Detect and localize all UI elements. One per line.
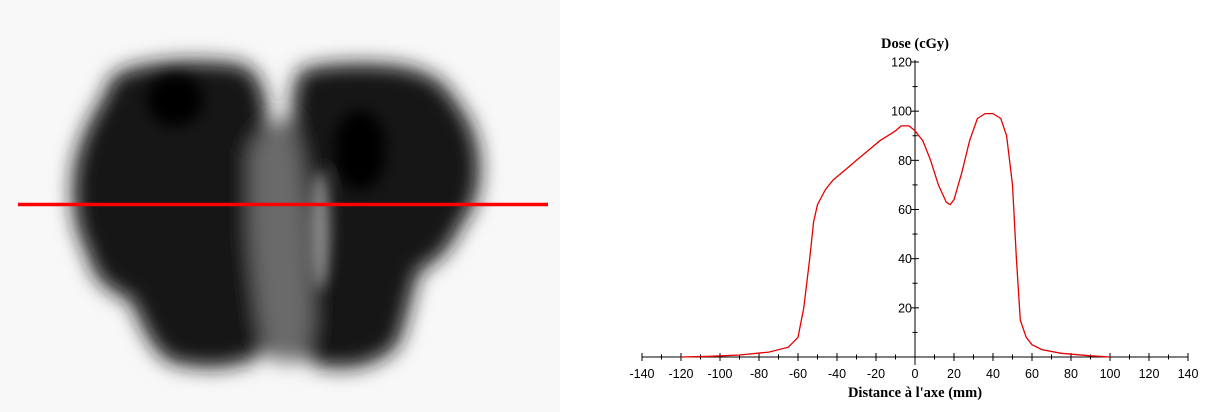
x-tick-label: 120 [1139,367,1160,381]
x-tick-label: -100 [707,367,732,381]
x-tick-label: 100 [1100,367,1121,381]
bright-seam [310,170,330,290]
x-tick-label: -140 [629,367,654,381]
shadow-mark-right [334,110,386,190]
y-tick-label: 80 [898,154,912,168]
y-tick-label: 120 [891,56,912,70]
x-tick-label: -60 [789,367,807,381]
x-axis-title: Distance à l'axe (mm) [848,385,982,401]
axes [642,60,1188,365]
x-tick-label: 80 [1064,367,1078,381]
dose-profile-chart: -140 -120 -100 -80 -60 -40 -20 0 20 40 60 80 100 120 1… [629,36,1198,401]
x-tick-label: 0 [912,367,919,381]
shadow-mark-left [147,74,203,126]
y-tick-label: 100 [891,105,912,119]
x-tick-label: 140 [1178,367,1199,381]
x-tick-label: 20 [947,367,961,381]
x-tick-label: -40 [828,367,846,381]
axis-ticks [641,61,1189,361]
x-tick-label: -80 [750,367,768,381]
x-tick-label: -20 [867,367,885,381]
x-tick-label: 60 [1025,367,1039,381]
y-tick-label: 40 [898,252,912,266]
dose-profile-line [680,112,1111,358]
x-tick-label: -120 [668,367,693,381]
dark-region-left [72,60,268,368]
y-axis-title: Dose (cGy) [881,36,949,52]
y-tick-label: 60 [898,203,912,217]
light-gap [250,118,313,363]
tick-labels: -140 -120 -100 -80 -60 -40 -20 0 20 40 60 80 100 120 1… [629,56,1198,382]
y-tick-label: 20 [898,301,912,315]
x-tick-label: 40 [986,367,1000,381]
dose-film-image [0,0,560,412]
